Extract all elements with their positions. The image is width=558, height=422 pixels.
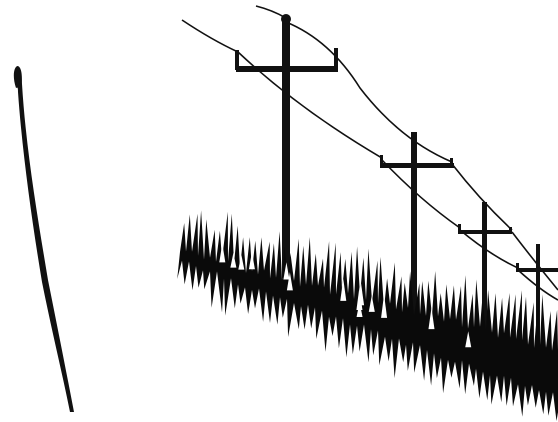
insulator bbox=[380, 155, 383, 167]
insulator bbox=[509, 227, 512, 233]
insulator bbox=[450, 158, 453, 167]
insulator bbox=[458, 224, 461, 233]
pole bbox=[282, 18, 290, 278]
crossarm bbox=[380, 163, 454, 168]
illustration bbox=[0, 0, 558, 422]
insulator bbox=[516, 263, 519, 271]
page: (() => { const svg = document.getElement… bbox=[0, 0, 558, 422]
pole-cap bbox=[281, 14, 291, 24]
crossarm bbox=[516, 268, 558, 272]
crossarm bbox=[236, 66, 338, 72]
crossarm bbox=[458, 230, 512, 234]
insulator bbox=[334, 48, 338, 70]
insulator bbox=[235, 50, 239, 70]
